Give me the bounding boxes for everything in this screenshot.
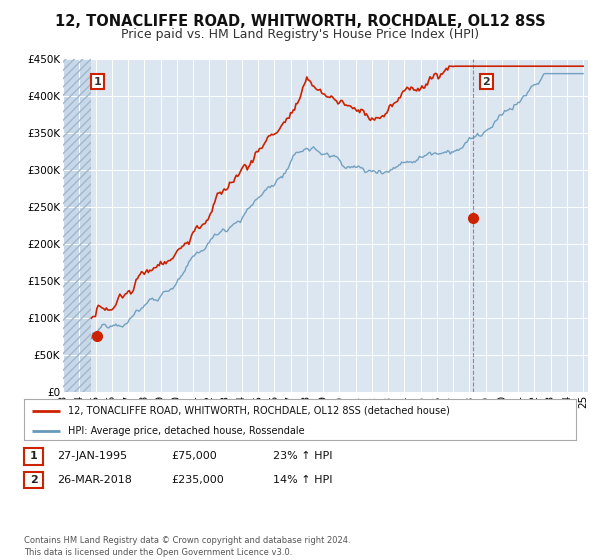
- Text: 1: 1: [94, 77, 101, 87]
- Text: 2: 2: [30, 475, 37, 485]
- Text: 1: 1: [30, 451, 37, 461]
- Text: 23% ↑ HPI: 23% ↑ HPI: [273, 451, 332, 461]
- Text: 12, TONACLIFFE ROAD, WHITWORTH, ROCHDALE, OL12 8SS: 12, TONACLIFFE ROAD, WHITWORTH, ROCHDALE…: [55, 14, 545, 29]
- Text: HPI: Average price, detached house, Rossendale: HPI: Average price, detached house, Ross…: [68, 426, 305, 436]
- Text: 2: 2: [482, 77, 490, 87]
- Text: £75,000: £75,000: [171, 451, 217, 461]
- Text: 27-JAN-1995: 27-JAN-1995: [57, 451, 127, 461]
- Text: Price paid vs. HM Land Registry's House Price Index (HPI): Price paid vs. HM Land Registry's House …: [121, 28, 479, 41]
- Text: Contains HM Land Registry data © Crown copyright and database right 2024.
This d: Contains HM Land Registry data © Crown c…: [24, 536, 350, 557]
- Text: 26-MAR-2018: 26-MAR-2018: [57, 475, 132, 485]
- Text: 12, TONACLIFFE ROAD, WHITWORTH, ROCHDALE, OL12 8SS (detached house): 12, TONACLIFFE ROAD, WHITWORTH, ROCHDALE…: [68, 405, 450, 416]
- Text: £235,000: £235,000: [171, 475, 224, 485]
- Text: 14% ↑ HPI: 14% ↑ HPI: [273, 475, 332, 485]
